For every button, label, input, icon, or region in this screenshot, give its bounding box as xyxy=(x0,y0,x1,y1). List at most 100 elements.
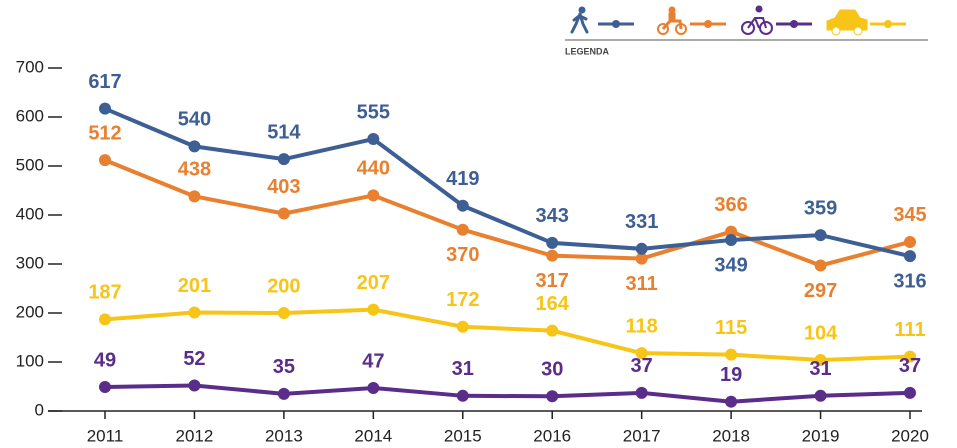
value-label: 514 xyxy=(267,121,301,143)
point xyxy=(456,223,469,236)
point xyxy=(188,379,201,392)
x-tick-label: 2015 xyxy=(444,426,482,445)
point xyxy=(814,354,827,367)
value-label: 512 xyxy=(88,122,121,144)
point xyxy=(546,249,559,262)
value-label: 440 xyxy=(357,158,390,180)
value-label: 37 xyxy=(631,355,653,377)
point xyxy=(277,153,290,166)
value-label: 200 xyxy=(267,275,300,297)
point xyxy=(725,348,738,361)
x-tick-label: 2012 xyxy=(176,426,214,445)
point xyxy=(456,199,469,212)
value-label: 115 xyxy=(715,317,747,339)
value-label: 47 xyxy=(362,350,384,372)
y-tick-label: 600 xyxy=(16,106,44,125)
value-label: 30 xyxy=(541,359,563,381)
value-label: 52 xyxy=(183,348,205,370)
point xyxy=(99,102,111,115)
x-tick-label: 2019 xyxy=(802,426,840,445)
value-label: 438 xyxy=(178,159,211,181)
point xyxy=(99,154,111,167)
value-label: 19 xyxy=(720,364,742,386)
legend-title: LEGENDA xyxy=(565,46,610,56)
x-tick-label: 2017 xyxy=(623,426,661,445)
point xyxy=(814,229,827,242)
bicycle-icon xyxy=(741,5,773,35)
value-label: 540 xyxy=(178,109,211,131)
x-tick-label: 2014 xyxy=(354,426,392,445)
value-label: 331 xyxy=(625,211,658,233)
value-label: 207 xyxy=(357,272,390,294)
point xyxy=(904,350,916,363)
y-tick-label: 0 xyxy=(35,400,44,419)
y-tick-label: 200 xyxy=(16,302,44,321)
y-tick-label: 700 xyxy=(16,57,44,76)
value-label: 164 xyxy=(536,293,570,315)
value-label: 118 xyxy=(626,315,658,337)
legend-swatch-dot xyxy=(704,20,712,28)
value-label: 366 xyxy=(714,194,747,216)
value-label: 345 xyxy=(893,204,926,226)
point xyxy=(277,207,290,220)
x-tick-label: 2013 xyxy=(265,426,303,445)
point xyxy=(546,324,559,337)
point xyxy=(635,347,648,360)
pedestrian-icon xyxy=(570,6,589,34)
series-line xyxy=(104,158,911,268)
y-tick-label: 100 xyxy=(16,351,44,370)
x-tick-label: 2016 xyxy=(533,426,571,445)
point xyxy=(635,252,648,265)
legend-swatch-dot xyxy=(790,20,798,28)
point xyxy=(725,395,738,408)
value-label: 316 xyxy=(893,270,926,292)
value-label: 187 xyxy=(88,282,121,304)
point xyxy=(367,189,380,202)
point xyxy=(904,250,916,263)
point xyxy=(635,242,648,255)
value-label: 317 xyxy=(536,270,569,292)
legend-swatch-dot xyxy=(884,20,892,28)
point xyxy=(725,225,738,238)
point xyxy=(456,389,469,402)
value-label: 201 xyxy=(178,275,211,297)
point xyxy=(904,235,916,248)
series-line xyxy=(104,307,911,363)
value-label: 172 xyxy=(446,289,479,311)
value-label: 370 xyxy=(446,244,479,266)
point xyxy=(456,320,469,333)
value-label: 31 xyxy=(452,358,474,380)
point xyxy=(635,386,648,399)
value-label: 297 xyxy=(804,280,837,302)
y-tick-label: 400 xyxy=(16,204,44,223)
point xyxy=(367,381,380,394)
x-tick-label: 2018 xyxy=(712,426,750,445)
value-label: 49 xyxy=(94,349,116,371)
point xyxy=(904,386,916,399)
value-label: 419 xyxy=(446,168,479,190)
series-line xyxy=(104,383,911,404)
point xyxy=(99,380,111,393)
y-tick-label: 500 xyxy=(16,155,44,174)
value-label: 349 xyxy=(714,254,747,276)
point xyxy=(814,389,827,402)
value-label: 37 xyxy=(899,355,921,377)
value-label: 104 xyxy=(804,322,838,344)
value-label: 31 xyxy=(809,358,831,380)
value-label: 311 xyxy=(626,273,658,295)
legend-swatch-dot xyxy=(612,20,620,28)
point xyxy=(725,233,738,246)
point xyxy=(188,306,201,319)
value-label: 359 xyxy=(804,197,837,219)
x-tick-label: 2020 xyxy=(891,426,929,445)
value-label: 35 xyxy=(273,356,295,378)
point xyxy=(188,190,201,203)
point xyxy=(99,313,111,326)
value-label: 111 xyxy=(894,319,925,341)
value-label: 343 xyxy=(536,205,569,227)
point xyxy=(546,236,559,249)
point xyxy=(277,307,290,319)
value-label: 617 xyxy=(88,71,121,93)
